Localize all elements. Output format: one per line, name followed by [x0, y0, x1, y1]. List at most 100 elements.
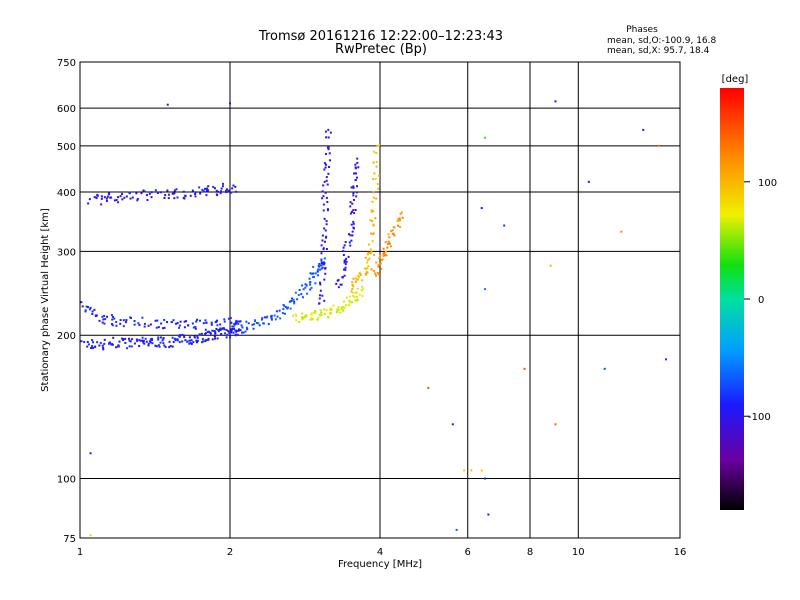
data-point	[352, 294, 355, 297]
data-point	[207, 185, 210, 188]
data-points	[80, 100, 668, 537]
data-point	[352, 220, 355, 223]
data-point	[178, 326, 181, 329]
data-point	[379, 262, 382, 265]
data-point	[368, 257, 371, 260]
data-point	[337, 309, 340, 312]
data-point	[245, 326, 248, 329]
data-point	[352, 285, 355, 288]
data-point	[205, 339, 208, 342]
colorbar-ticks: 100 0 -100	[744, 178, 777, 423]
data-point	[385, 254, 388, 257]
data-point	[171, 336, 174, 339]
data-point	[293, 302, 296, 305]
data-point	[321, 234, 324, 237]
data-point	[128, 337, 131, 340]
data-point	[310, 286, 313, 289]
data-point	[220, 187, 223, 190]
data-point	[329, 312, 332, 315]
data-point	[370, 209, 373, 212]
data-point	[157, 326, 160, 329]
data-point	[101, 321, 104, 324]
data-point	[352, 277, 355, 280]
data-point	[345, 260, 348, 263]
data-point	[245, 320, 248, 323]
data-point	[210, 323, 213, 326]
data-point	[270, 318, 273, 321]
data-point	[115, 320, 118, 323]
data-point	[369, 248, 372, 251]
data-point	[203, 333, 206, 336]
data-point	[147, 324, 150, 327]
data-point	[354, 299, 357, 302]
data-point	[232, 331, 235, 334]
data-point	[130, 345, 133, 348]
data-point	[103, 322, 106, 325]
data-point	[323, 240, 326, 243]
data-point	[324, 153, 327, 156]
data-point	[110, 314, 113, 317]
data-point	[345, 257, 348, 260]
data-point	[372, 161, 375, 164]
data-point	[206, 187, 209, 190]
data-point	[198, 319, 201, 322]
data-point	[207, 330, 210, 333]
data-point	[354, 166, 357, 169]
data-point	[260, 318, 263, 321]
data-point	[201, 340, 204, 343]
data-point	[324, 236, 327, 239]
data-point	[349, 234, 352, 237]
data-point	[133, 342, 136, 345]
data-point	[322, 261, 325, 264]
data-point	[154, 189, 157, 192]
data-point	[227, 317, 230, 320]
data-point	[224, 189, 227, 192]
data-point	[374, 178, 377, 181]
data-point	[294, 313, 297, 316]
data-point	[182, 196, 185, 199]
data-point	[188, 342, 191, 345]
data-point	[229, 336, 232, 339]
data-point	[223, 328, 226, 331]
data-point	[119, 319, 122, 322]
data-point	[351, 281, 354, 284]
data-point	[196, 335, 199, 338]
data-point	[365, 268, 368, 271]
x-tick-label: 1	[77, 547, 83, 558]
data-point	[205, 321, 208, 324]
data-point	[325, 196, 328, 199]
data-point	[227, 190, 230, 193]
data-point	[355, 299, 358, 302]
data-point	[142, 189, 145, 192]
data-point	[145, 340, 148, 343]
data-point	[183, 320, 186, 323]
data-point	[151, 342, 154, 345]
data-point	[225, 336, 228, 339]
data-point	[221, 185, 224, 188]
data-point	[89, 534, 92, 537]
data-point	[301, 317, 304, 320]
data-point	[354, 172, 357, 175]
data-point	[328, 308, 331, 311]
data-point	[130, 317, 133, 320]
data-point	[167, 193, 170, 196]
data-point	[308, 277, 311, 280]
data-point	[182, 190, 185, 193]
data-point	[119, 322, 122, 325]
data-point	[84, 309, 87, 312]
data-point	[159, 341, 162, 344]
data-point	[111, 315, 114, 318]
data-point	[194, 191, 197, 194]
data-point	[215, 327, 218, 330]
data-point	[91, 345, 94, 348]
data-point	[329, 307, 332, 310]
data-point	[355, 176, 358, 179]
data-point	[382, 252, 385, 255]
data-point	[376, 271, 379, 274]
data-point	[294, 291, 297, 294]
data-point	[157, 338, 160, 341]
data-point	[343, 244, 346, 247]
data-point	[106, 315, 109, 318]
data-point	[214, 332, 217, 335]
data-point	[386, 242, 389, 245]
